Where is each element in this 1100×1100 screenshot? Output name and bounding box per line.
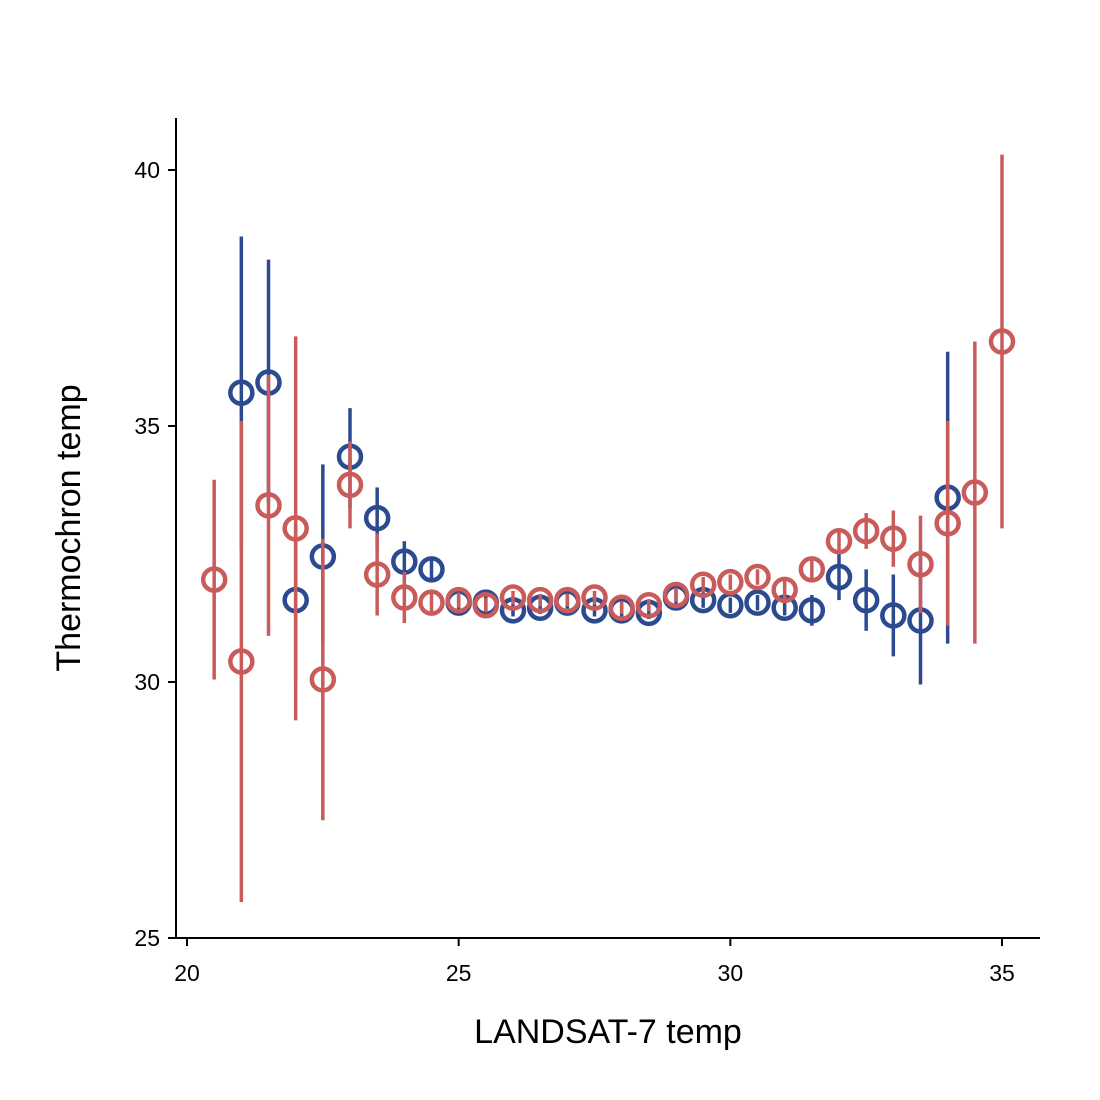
data-point xyxy=(445,586,472,614)
data-point xyxy=(336,471,364,499)
data-point xyxy=(798,597,826,624)
data-point xyxy=(608,594,635,622)
data-point xyxy=(363,561,391,588)
data-point xyxy=(798,556,826,583)
data-point xyxy=(554,586,581,614)
x-tick-label: 25 xyxy=(446,960,472,986)
data-point xyxy=(934,510,961,537)
data-point xyxy=(744,589,771,616)
data-point xyxy=(391,584,418,611)
y-tick-label: 25 xyxy=(134,925,160,951)
data-point xyxy=(472,591,500,619)
y-tick-label: 40 xyxy=(134,157,160,183)
data-point xyxy=(717,568,744,596)
data-point xyxy=(228,648,255,675)
data-point xyxy=(852,586,880,614)
data-point xyxy=(988,328,1016,355)
data-point xyxy=(581,584,608,611)
data-point xyxy=(771,576,798,604)
data-point xyxy=(880,602,907,629)
data-point xyxy=(418,589,445,616)
series-1 xyxy=(228,236,961,685)
data-point xyxy=(825,527,853,555)
data-point xyxy=(825,563,853,591)
data-point xyxy=(689,571,717,598)
y-axis-title: Thermochron temp xyxy=(50,384,88,671)
data-point xyxy=(744,563,771,591)
y-tick-label: 35 xyxy=(134,413,160,439)
data-marks xyxy=(200,154,1016,903)
data-point xyxy=(635,591,663,619)
x-tick-label: 30 xyxy=(718,960,744,986)
data-point xyxy=(852,517,880,545)
data-point xyxy=(309,666,337,693)
data-point xyxy=(418,556,445,583)
data-point xyxy=(255,492,282,519)
x-axis-title: LANDSAT-7 temp xyxy=(474,1013,742,1051)
x-axis-ticks: 20 25 30 35 xyxy=(174,938,1015,986)
series-2 xyxy=(200,154,1016,903)
data-point xyxy=(880,525,907,552)
data-point xyxy=(200,566,228,593)
data-point xyxy=(282,515,309,542)
data-point xyxy=(907,550,934,578)
data-point xyxy=(662,581,690,609)
data-point xyxy=(526,586,554,614)
x-tick-label: 35 xyxy=(989,960,1015,986)
y-axis-ticks: 25 30 35 40 xyxy=(134,157,176,951)
data-point xyxy=(499,584,527,611)
x-tick-label: 20 xyxy=(174,960,200,986)
data-point xyxy=(961,479,989,506)
data-point xyxy=(228,379,255,406)
y-tick-label: 30 xyxy=(134,669,160,695)
axes: 20 25 30 35 25 30 35 40 xyxy=(134,118,1040,986)
data-point xyxy=(363,504,391,532)
